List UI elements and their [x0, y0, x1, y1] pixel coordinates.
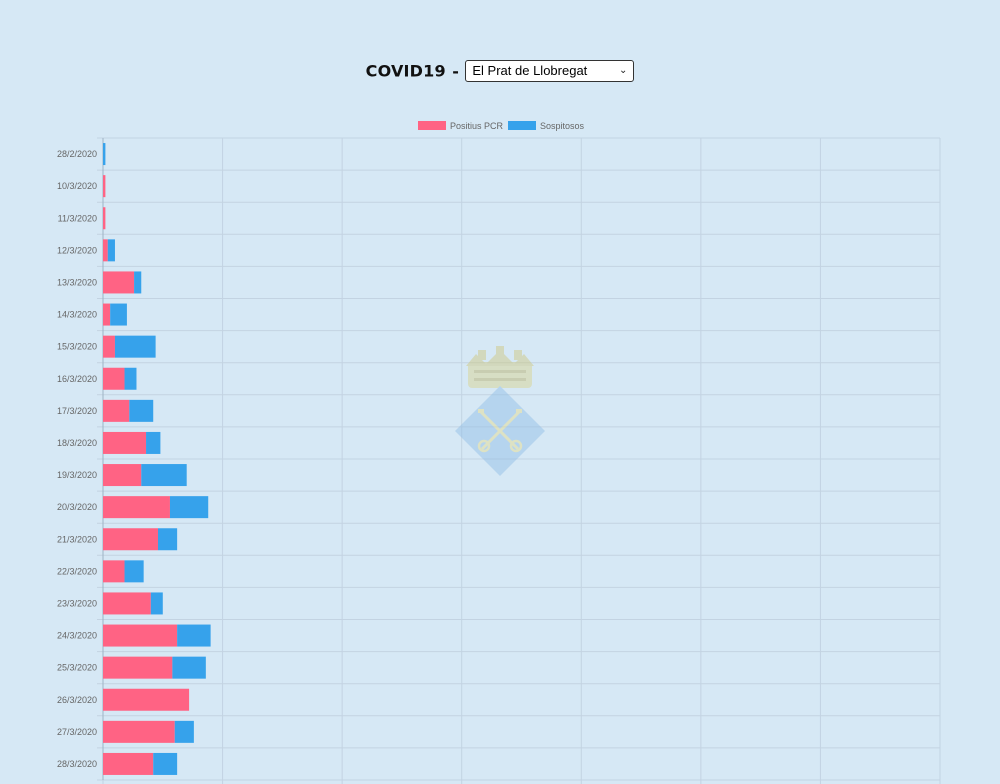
bar-positius-pcr[interactable]	[103, 367, 125, 390]
chart-bars	[103, 143, 211, 775]
y-tick-label: 23/3/2020	[57, 598, 97, 608]
bar-positius-pcr[interactable]	[103, 592, 151, 615]
bar-sospitosos[interactable]	[169, 496, 209, 519]
y-tick-label: 19/3/2020	[57, 470, 97, 480]
bar-sospitosos[interactable]	[110, 303, 127, 326]
y-tick-label: 20/3/2020	[57, 502, 97, 512]
bar-sospitosos[interactable]	[158, 528, 178, 551]
bar-positius-pcr[interactable]	[103, 239, 108, 262]
bar-positius-pcr[interactable]	[103, 496, 170, 519]
y-tick-label: 18/3/2020	[57, 438, 97, 448]
bar-sospitosos[interactable]	[129, 399, 154, 422]
bar-positius-pcr[interactable]	[103, 560, 125, 583]
chart-y-ticks: 28/2/2020 10/3/2020 11/3/2020 12/3/2020 13/3…	[57, 149, 97, 769]
bar-positius-pcr[interactable]	[103, 271, 135, 294]
y-tick-label: 15/3/2020	[57, 342, 97, 352]
legend-swatch-sospitosos[interactable]	[508, 121, 536, 130]
chart-legend: Positius PCR Sospitosos	[418, 121, 585, 131]
bar-positius-pcr[interactable]	[103, 431, 147, 454]
y-tick-label: 21/3/2020	[57, 534, 97, 544]
bar-positius-pcr[interactable]	[103, 656, 173, 679]
bar-positius-pcr[interactable]	[103, 752, 154, 775]
bar-positius-pcr[interactable]	[103, 175, 106, 198]
bar-sospitosos[interactable]	[124, 560, 144, 583]
bar-sospitosos[interactable]	[150, 592, 163, 615]
legend-swatch-positius-pcr[interactable]	[418, 121, 446, 130]
chevron-down-icon: ⌄	[618, 65, 628, 76]
bar-positius-pcr[interactable]	[103, 688, 190, 711]
bar-sospitosos[interactable]	[124, 367, 137, 390]
bar-positius-pcr[interactable]	[103, 720, 175, 743]
title-separator: -	[452, 61, 459, 81]
y-tick-label: 16/3/2020	[57, 374, 97, 384]
el-prat-coat-of-arms-icon	[455, 346, 545, 476]
y-tick-label: 17/3/2020	[57, 406, 97, 416]
bar-sospitosos[interactable]	[177, 624, 211, 647]
y-tick-label: 22/3/2020	[57, 566, 97, 576]
legend-label-sospitosos[interactable]: Sospitosos	[540, 121, 585, 131]
bar-positius-pcr[interactable]	[103, 399, 130, 422]
y-tick-label: 24/3/2020	[57, 631, 97, 641]
y-tick-label: 13/3/2020	[57, 277, 97, 287]
legend-label-positius-pcr[interactable]: Positius PCR	[450, 121, 504, 131]
y-tick-label: 14/3/2020	[57, 310, 97, 320]
y-tick-label: 27/3/2020	[57, 727, 97, 737]
bar-sospitosos[interactable]	[153, 752, 178, 775]
bar-positius-pcr[interactable]	[103, 464, 142, 487]
bar-positius-pcr[interactable]	[103, 207, 106, 230]
bar-sospitosos[interactable]	[107, 239, 115, 262]
bar-sospitosos[interactable]	[141, 464, 187, 487]
y-tick-label: 12/3/2020	[57, 245, 97, 255]
y-tick-label: 25/3/2020	[57, 663, 97, 673]
bar-sospitosos[interactable]	[172, 656, 206, 679]
y-tick-label: 11/3/2020	[58, 213, 97, 223]
bar-sospitosos[interactable]	[174, 720, 194, 743]
y-tick-label: 10/3/2020	[57, 181, 97, 191]
bar-positius-pcr[interactable]	[103, 528, 159, 551]
bar-sospitosos[interactable]	[146, 431, 161, 454]
bar-positius-pcr[interactable]	[103, 335, 115, 358]
municipality-select-value: El Prat de Llobregat	[472, 63, 588, 78]
page-header: COVID19 - El Prat de Llobregat ⌄	[0, 60, 1000, 86]
bar-sospitosos[interactable]	[134, 271, 142, 294]
chart-grid	[97, 137, 941, 784]
bar-sospitosos[interactable]	[103, 143, 106, 166]
bar-positius-pcr[interactable]	[103, 303, 111, 326]
municipality-select[interactable]: El Prat de Llobregat ⌄	[465, 60, 635, 82]
y-tick-label: 28/3/2020	[57, 759, 97, 769]
bar-positius-pcr[interactable]	[103, 624, 178, 647]
y-tick-label: 28/2/2020	[57, 149, 97, 159]
page-title: COVID19	[365, 61, 446, 81]
bar-sospitosos[interactable]	[114, 335, 156, 358]
y-tick-label: 26/3/2020	[57, 695, 97, 705]
